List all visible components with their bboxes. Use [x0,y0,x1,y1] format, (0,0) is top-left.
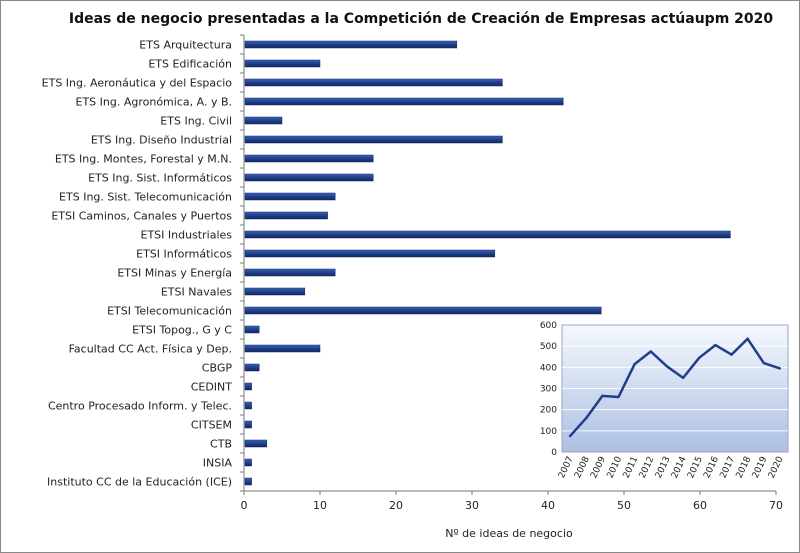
inset-point [698,356,701,360]
inset-y-tick-label: 0 [551,448,557,458]
bar [244,382,252,391]
bar [244,420,252,429]
category-label: ETS Ing. Sist. Informáticos [88,172,232,185]
category-label: ETS Ing. Montes, Forestal y M.N. [55,153,232,166]
inset-point [730,353,733,356]
x-tick-label: 20 [389,499,403,512]
bar [244,344,321,353]
inset-y-tick-label: 300 [540,385,557,395]
bar [244,230,731,239]
bar [244,116,283,125]
inset-x-tick-label: 2020 [767,455,786,480]
category-label: ETSI Minas y Energía [117,267,232,280]
x-tick-label: 30 [465,499,479,512]
x-tick-label: 10 [313,499,327,512]
bar [244,249,496,258]
bar [244,211,328,220]
inset-point [633,362,636,366]
inset-y-tick-label: 500 [540,342,557,352]
inset-point [665,365,669,368]
inset-point [601,394,604,398]
bar [244,325,260,334]
inset-line-chart: 0100200300400500600200720082009201020112… [540,321,789,480]
bar [244,268,336,277]
category-label: CEDINT [191,381,233,394]
x-tick-label: 60 [693,499,707,512]
bar [244,97,564,106]
category-label: ETS Ing. Sist. Telecomunicación [59,191,232,204]
inset-point [714,343,717,347]
bar [244,135,503,144]
inset-point [649,350,652,353]
inset-point [762,361,765,365]
category-label: INSIA [203,457,233,470]
bar [244,287,306,296]
category-label: ETSI Informáticos [136,248,232,261]
bar [244,401,252,410]
inset-y-tick-label: 600 [540,321,557,331]
category-label: ETSI Industriales [141,229,233,242]
bar [244,59,321,68]
category-label: CBGP [202,362,233,375]
category-label: ETSI Topog., G y C [132,324,232,337]
bar [244,192,336,201]
category-label: Instituto CC de la Educación (ICE) [47,476,232,489]
category-label: ETS Edificación [148,58,232,71]
category-label: CITSEM [191,419,232,432]
inset-y-tick-label: 400 [540,363,557,373]
x-tick-label: 50 [617,499,631,512]
bar [244,40,458,49]
bar [244,154,374,163]
chart-title: Ideas de negocio presentadas a la Compet… [69,11,774,27]
category-label: ETSI Caminos, Canales y Puertos [51,210,232,223]
inset-point [585,416,588,420]
category-label: ETSI Telecomunicación [107,305,232,318]
inset-y-tick-label: 200 [540,406,557,416]
category-label: ETS Ing. Aeronáutica y del Espacio [42,77,233,90]
inset-point [568,434,572,438]
x-tick-label: 70 [769,499,783,512]
bar [244,306,602,315]
inset-series-line [569,337,781,437]
category-label: ETSI Navales [161,286,232,299]
bar [244,439,268,448]
bar [244,173,374,182]
x-tick-label: 0 [241,499,248,512]
category-label: ETS Ing. Diseño Industrial [91,134,232,147]
bar-chart: ETS Arquitectura ETS Edificación ETS Ing. … [42,34,783,512]
category-label: Centro Procesado Inform. y Telec. [48,400,232,413]
bar [244,458,252,467]
bar [244,78,503,87]
category-label: ETS Ing. Agronómica, A. y B. [76,96,233,109]
inset-point [746,337,749,340]
inset-point [681,376,685,380]
inset-point [617,395,620,399]
bar [244,363,260,372]
inset-y-tick-label: 100 [540,427,557,437]
inset-point [778,367,782,370]
category-label: CTB [210,438,232,451]
category-label: Facultad CC Act. Física y Dep. [69,343,232,356]
category-label: ETS Arquitectura [139,39,232,52]
bar [244,477,252,486]
x-tick-label: 40 [541,499,555,512]
x-axis-title: Nº de ideas de negocio [445,527,573,540]
category-label: ETS Ing. Civil [160,115,232,128]
